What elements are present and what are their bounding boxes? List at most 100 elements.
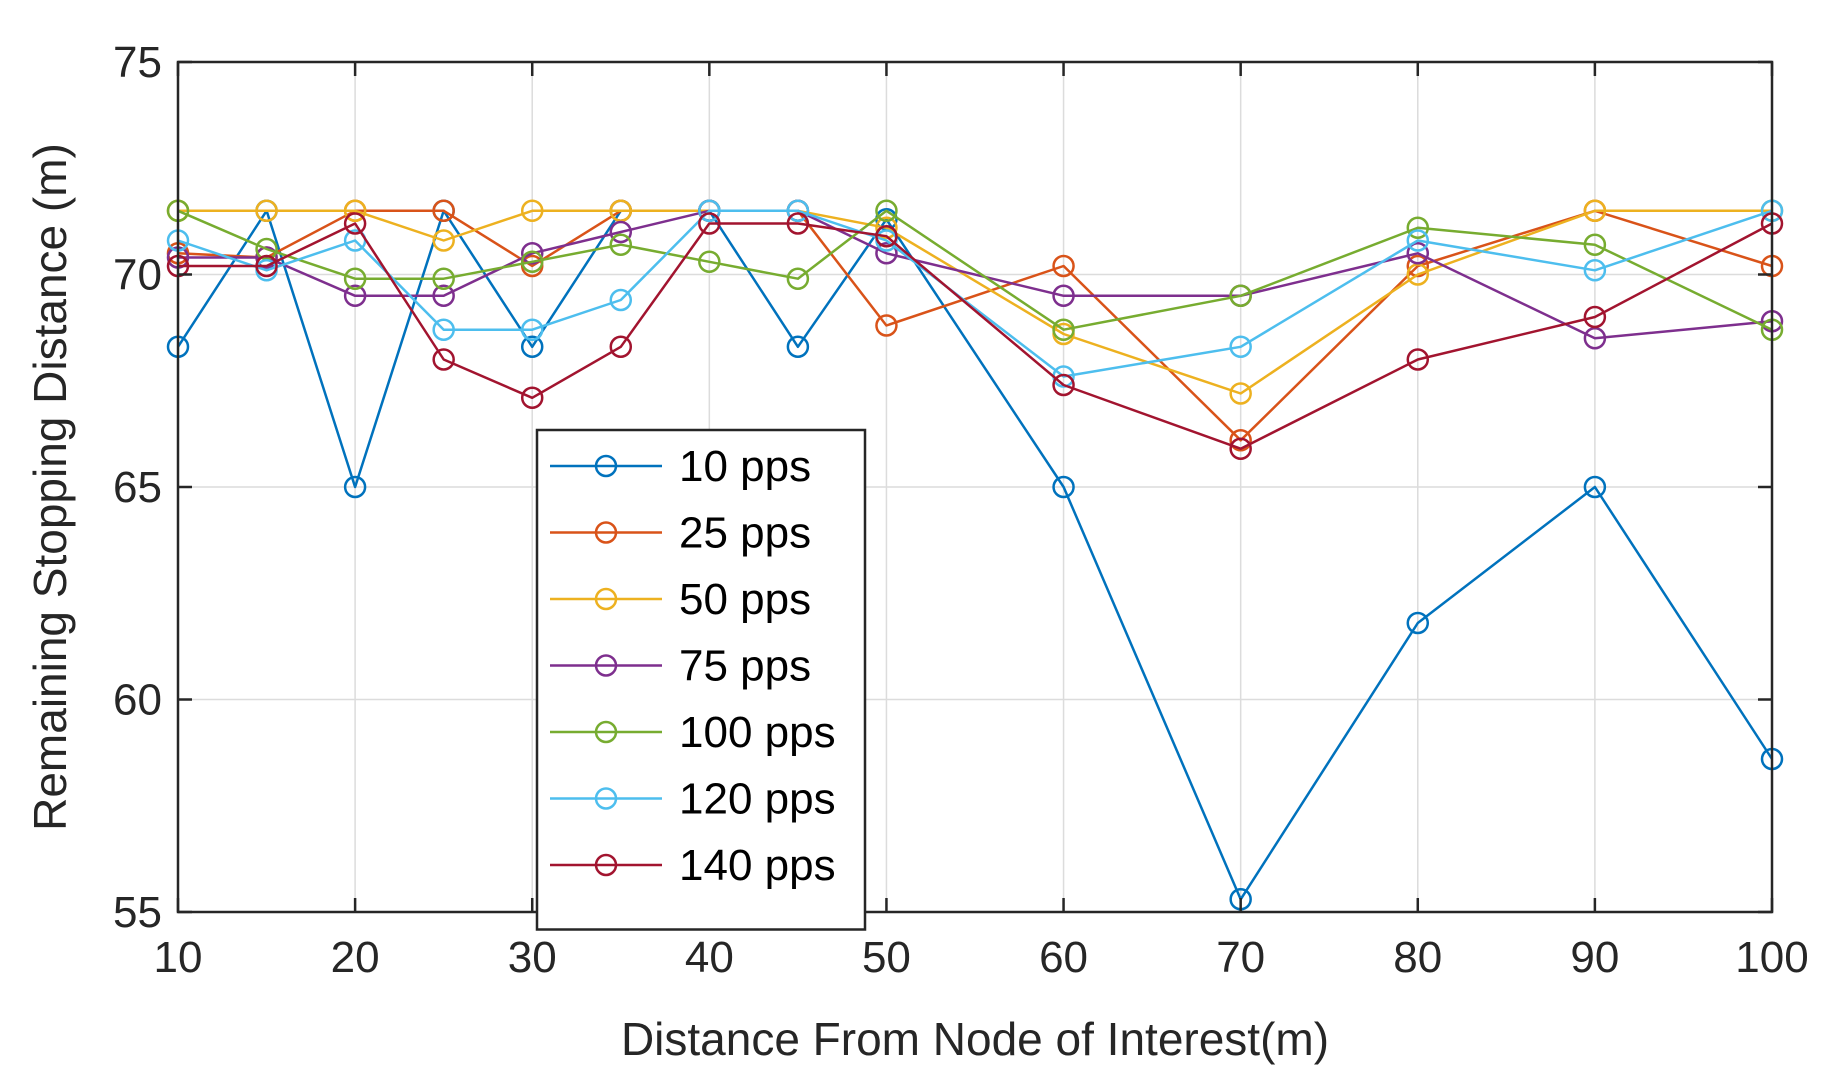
data-point xyxy=(255,254,278,278)
data-point xyxy=(786,267,810,290)
data-point xyxy=(1052,318,1075,341)
data-point xyxy=(432,284,455,307)
data-point xyxy=(1406,242,1430,265)
legend-marker xyxy=(594,720,618,744)
legend-item: 75 pps xyxy=(550,642,811,691)
legend-marker xyxy=(594,587,618,611)
data-point xyxy=(1406,229,1430,252)
series-line xyxy=(178,222,1773,450)
data-point xyxy=(1406,348,1430,371)
legend-label: 50 pps xyxy=(679,575,811,624)
legend-marker xyxy=(594,787,618,810)
data-point xyxy=(520,250,544,273)
data-point xyxy=(432,348,455,371)
data-point xyxy=(1052,254,1075,278)
data-point xyxy=(1583,475,1607,499)
series-line xyxy=(176,209,1774,901)
y-tick-label: 75 xyxy=(113,38,162,87)
legend-label: 10 pps xyxy=(679,442,811,491)
data-point xyxy=(786,335,810,358)
data-point xyxy=(343,475,367,499)
data-point xyxy=(609,220,633,244)
legend-marker xyxy=(594,521,618,544)
data-point xyxy=(520,318,544,341)
x-tick-label: 90 xyxy=(1570,933,1619,982)
y-axis-title: Remaining Stopping Distance (m) xyxy=(24,143,76,831)
series-line xyxy=(177,209,1773,331)
legend-box xyxy=(535,428,867,931)
legend-label: 75 pps xyxy=(679,642,811,691)
legend-item: 25 pps xyxy=(550,509,811,558)
data-point xyxy=(520,242,544,265)
data-point xyxy=(875,242,898,265)
data-point xyxy=(698,250,721,273)
data-point xyxy=(343,284,367,307)
data-point xyxy=(875,199,898,222)
legend-item: 10 pps xyxy=(550,442,811,491)
data-point xyxy=(1052,373,1075,397)
x-tick-label: 40 xyxy=(685,933,734,982)
data-point xyxy=(1229,284,1252,307)
data-point xyxy=(1229,335,1252,358)
data-point xyxy=(255,246,278,269)
data-point xyxy=(520,335,544,358)
data-point xyxy=(343,199,367,222)
x-tick-label: 10 xyxy=(154,933,203,982)
data-point xyxy=(698,212,721,235)
legend-label: 140 pps xyxy=(679,841,836,890)
data-point xyxy=(1406,216,1430,239)
legend-label: 25 pps xyxy=(679,509,811,558)
y-tick-label: 55 xyxy=(113,888,162,937)
legend-marker xyxy=(594,454,618,478)
data-point xyxy=(432,199,455,222)
data-point xyxy=(1229,429,1252,452)
data-point xyxy=(609,288,633,312)
x-tick-label: 50 xyxy=(862,933,911,982)
y-tick-label: 70 xyxy=(113,251,162,300)
data-point xyxy=(432,318,455,341)
data-point xyxy=(698,199,721,222)
legend-marker xyxy=(594,853,618,877)
x-tick-label: 100 xyxy=(1735,933,1808,982)
legend-item: 100 pps xyxy=(550,708,836,757)
legend-label: 100 pps xyxy=(679,708,836,757)
data-point xyxy=(1052,284,1075,307)
data-point xyxy=(875,314,898,337)
data-point xyxy=(1583,305,1607,329)
series-line xyxy=(177,209,1773,378)
legend-marker xyxy=(594,654,618,677)
x-tick-label: 70 xyxy=(1216,933,1265,982)
data-point xyxy=(1229,382,1252,405)
data-point xyxy=(520,199,544,222)
data-point xyxy=(786,199,810,222)
data-point xyxy=(1583,259,1607,282)
data-point xyxy=(343,267,367,290)
x-tick-label: 30 xyxy=(508,933,557,982)
data-point xyxy=(609,335,633,358)
data-point xyxy=(786,212,810,235)
data-point xyxy=(609,233,633,256)
data-point xyxy=(520,386,544,409)
ticks: 10 20 30 40 50 60 70 80 90 100 55 60 65 70 75 xyxy=(113,38,1809,982)
x-axis-title: Distance From Node of Interest(m) xyxy=(621,1013,1329,1065)
data-point xyxy=(1406,611,1430,635)
x-tick-label: 80 xyxy=(1393,933,1442,982)
data-point xyxy=(1052,475,1075,499)
data-point xyxy=(1583,233,1607,256)
legend-item: 140 pps xyxy=(550,841,836,890)
y-tick-label: 65 xyxy=(113,463,162,512)
legend-item: 50 pps xyxy=(550,575,811,624)
data-point xyxy=(875,225,898,248)
data-point xyxy=(343,212,367,235)
data-point xyxy=(255,199,278,222)
legend-item: 120 pps xyxy=(550,775,836,824)
data-point xyxy=(1583,199,1607,222)
data-point xyxy=(432,229,455,252)
legend-label: 120 pps xyxy=(679,775,836,824)
x-tick-label: 60 xyxy=(1039,933,1088,982)
legend: 10 pps 25 pps 50 pps 75 pps 100 pps 120 pps 14… xyxy=(535,428,867,931)
x-tick-label: 20 xyxy=(331,933,380,982)
y-tick-label: 60 xyxy=(113,676,162,725)
